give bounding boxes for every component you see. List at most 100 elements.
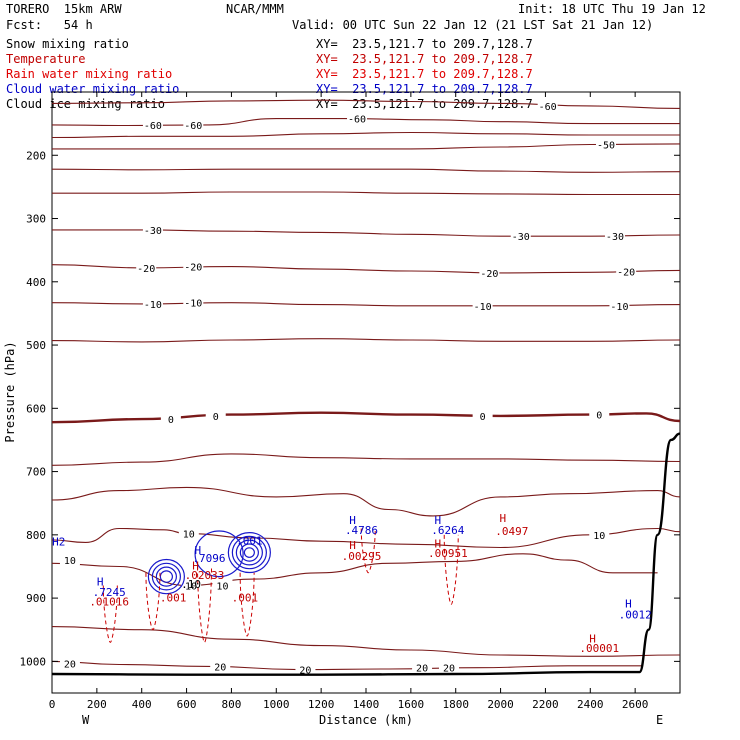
contour-label-bg — [472, 299, 493, 311]
x-tick-label: 2200 — [532, 698, 559, 711]
temperature-contour — [51, 626, 681, 657]
contour-label-bg — [142, 297, 163, 309]
x-tick-label: 400 — [132, 698, 152, 711]
contour-label-bg — [347, 112, 368, 124]
contour-label: -10 — [184, 299, 202, 310]
extremum-annotation: H — [192, 560, 199, 573]
contour-label: 10 — [64, 556, 76, 567]
y-tick-label: 900 — [26, 592, 46, 605]
temperature-contour — [51, 191, 680, 196]
extremum-annotation: H — [434, 514, 441, 527]
cloud-water-contour — [194, 530, 244, 578]
field-name-cloud-ice: Cloud ice mixing ratio — [6, 97, 165, 111]
forecast-hour: Fcst: 54 h — [6, 18, 93, 32]
x-tick-label: 2000 — [487, 698, 514, 711]
rain-contour — [145, 572, 161, 631]
contour-label: -30 — [512, 232, 530, 243]
extremum-annotation: .4786 — [345, 524, 378, 537]
extremum-annotation: .01016 — [89, 596, 129, 609]
extremum-annotation: H2 — [52, 536, 65, 549]
terrain-line-path — [51, 432, 681, 676]
contour-label: 0 — [168, 415, 174, 426]
field-xy-snow: XY= 23.5,121.7 to 209.7,128.7 — [316, 37, 533, 51]
y-tick-label: 800 — [26, 529, 46, 542]
contour-label: -10 — [610, 302, 628, 313]
temperature-contour — [51, 168, 681, 173]
x-tick-label: 1000 — [263, 698, 290, 711]
rain-contour — [443, 534, 459, 605]
contour-label: 0 — [480, 412, 486, 423]
cloud-water-contour — [151, 562, 181, 591]
extremum-annotation: .10 — [181, 578, 201, 591]
x-tick-label: 200 — [87, 698, 107, 711]
contour-label: 0 — [213, 412, 219, 423]
extremum-annotation: .001 — [160, 591, 187, 604]
extremum-annotation: .7245 — [93, 586, 126, 599]
contour-label-bg — [537, 99, 558, 111]
temperature-contour — [51, 411, 681, 424]
field-name-snow: Snow mixing ratio — [6, 37, 129, 51]
contour-annotations: H.7245.01016.001H.7096H.02033.001.001.10… — [52, 512, 652, 655]
contour-label: -10 — [144, 300, 162, 311]
extremum-annotation: H — [194, 544, 201, 557]
contour-label: -30 — [144, 226, 162, 237]
rain-contour — [197, 566, 213, 643]
contour-label: -60 — [184, 121, 202, 132]
extremum-annotation: H — [625, 598, 632, 611]
x-tick-label: 0 — [49, 698, 56, 711]
terrain-line — [51, 432, 681, 676]
extremum-annotation: .6264 — [431, 524, 464, 537]
contour-label-bg — [589, 408, 610, 420]
contour-label-bg — [59, 554, 80, 566]
cloud-water-contour — [231, 535, 267, 570]
rain-contours — [102, 528, 459, 643]
extremum-annotation: .0497 — [495, 525, 528, 538]
contour-label: 20 — [299, 666, 311, 677]
y-tick-label: 300 — [26, 213, 46, 226]
x-tick-label: 2400 — [577, 698, 604, 711]
contour-label-bg — [160, 413, 181, 425]
contour-label-bg — [205, 409, 226, 421]
y-tick-label: 500 — [26, 339, 46, 352]
cloud-water-contour — [155, 566, 177, 587]
contour-label-bg — [412, 661, 433, 673]
contour-label: -50 — [597, 141, 615, 152]
extremum-annotation: .001 — [236, 534, 263, 547]
valid-time: Valid: 00 UTC Sun 22 Jan 12 (21 LST Sat … — [292, 18, 654, 32]
temperature-contour — [51, 660, 642, 671]
contour-label-bg — [595, 138, 616, 150]
temperature-contour — [51, 338, 681, 343]
cloud-water-contour — [239, 543, 259, 562]
temperature-contour — [51, 131, 680, 139]
contour-label-bg — [295, 663, 316, 675]
contour-label-bg — [181, 579, 202, 591]
extremum-annotation: .00295 — [342, 550, 382, 563]
extremum-annotation: H — [349, 514, 356, 527]
y-axis-label: Pressure (hPa) — [3, 341, 17, 442]
temperature-contour — [51, 486, 681, 517]
temperature-contours: -60 -60 -60 -60 -50 -30 -30 -30 -20 -20 -20 -20 -10 -… — [51, 99, 681, 677]
contour-label: -60 — [348, 115, 366, 126]
field-name-temperature: Temperature — [6, 52, 86, 66]
extremum-annotation: H — [500, 512, 507, 525]
temperature-contour — [51, 453, 681, 466]
contour-label: 20 — [214, 662, 226, 673]
contour-label-bg — [609, 299, 630, 311]
temperature-contour — [52, 143, 681, 150]
x-tick-label: 1600 — [398, 698, 425, 711]
contour-label: -20 — [617, 268, 635, 279]
contour-label: 10 — [216, 581, 228, 592]
rain-contour — [239, 572, 255, 637]
x-tick-label: 800 — [221, 698, 241, 711]
contour-label-bg — [142, 223, 163, 235]
y-tick-label: 400 — [26, 276, 46, 289]
x-axis-west-label: W — [82, 713, 90, 727]
model-title: TORERO 15km ARW — [6, 2, 122, 16]
x-tick-label: 2600 — [622, 698, 649, 711]
x-axis-ticks: 0 200 400 600 800 1000 1200 1400 1600 1800 2000 220… — [49, 92, 649, 711]
extremum-annotation: H — [589, 632, 596, 645]
contour-label: -30 — [606, 232, 624, 243]
contour-label: 10 — [185, 581, 197, 592]
contour-label: 0 — [596, 411, 602, 422]
